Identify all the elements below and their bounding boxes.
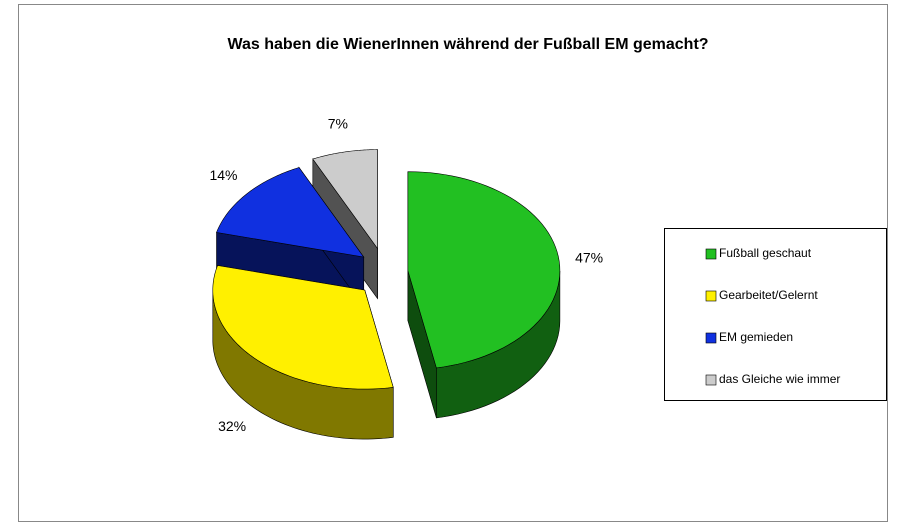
data-label: 7%	[328, 115, 348, 131]
data-label: 14%	[209, 167, 237, 183]
legend-label: EM gemieden	[719, 330, 793, 344]
legend-label: Fußball geschaut	[719, 246, 812, 260]
legend-swatch	[705, 290, 717, 302]
data-label: 47%	[575, 249, 603, 265]
legend-label: das Gleiche wie immer	[719, 372, 840, 386]
legend-swatch	[705, 374, 717, 386]
slice	[216, 167, 365, 258]
legend-label: Gearbeitet/Gelernt	[719, 288, 818, 302]
slice	[312, 149, 378, 250]
legend-swatch	[705, 332, 717, 344]
slice	[407, 171, 561, 369]
legend-swatch	[705, 248, 717, 260]
data-label: 32%	[218, 418, 246, 434]
legend-box	[664, 228, 887, 401]
slice	[212, 265, 394, 390]
chart-title: Was haben die WienerInnen während der Fu…	[227, 36, 708, 53]
